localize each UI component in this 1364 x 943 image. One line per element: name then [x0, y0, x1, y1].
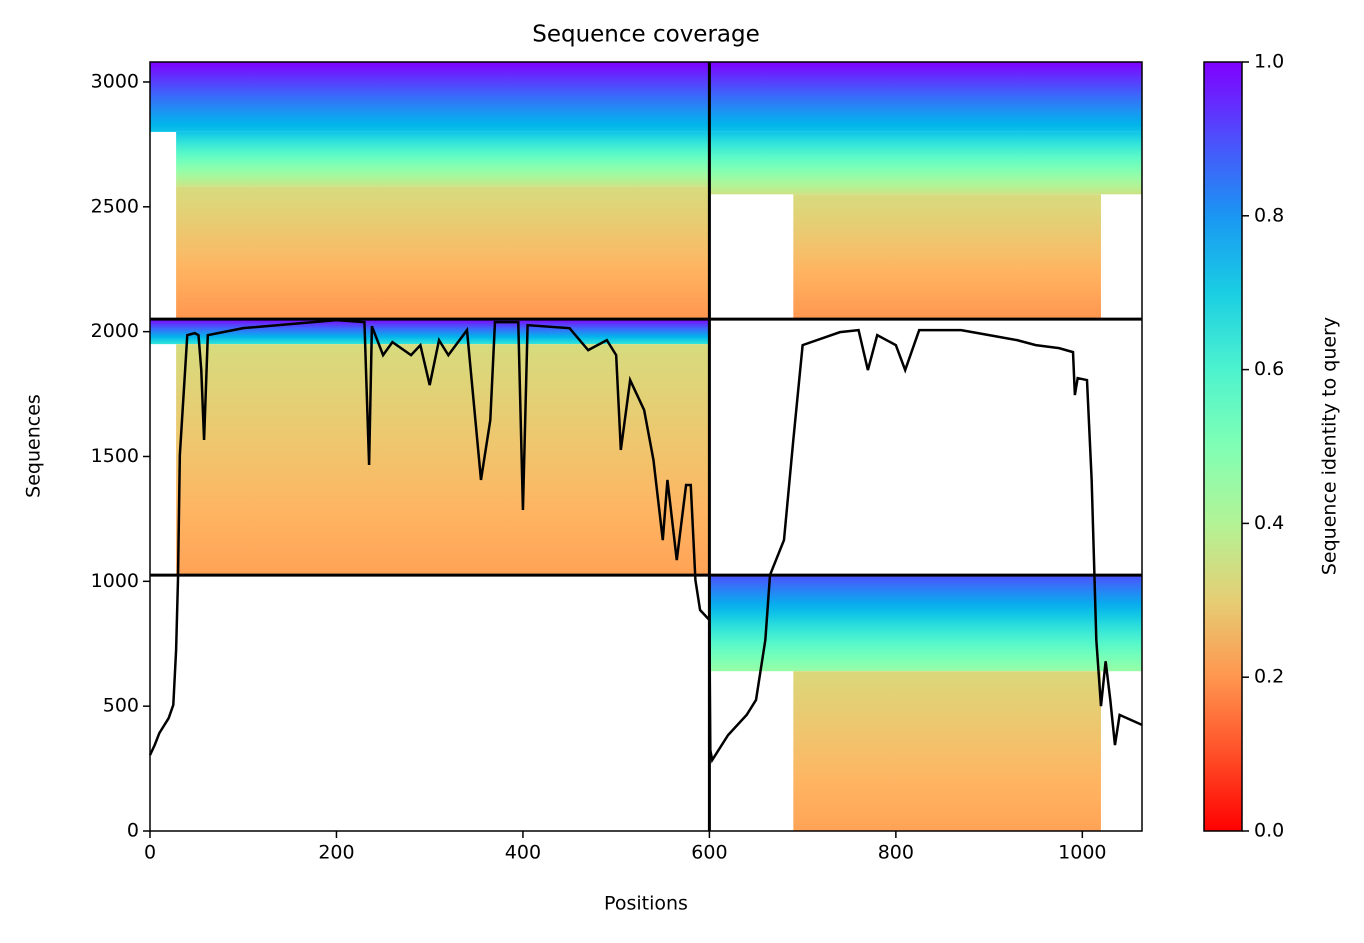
- colorbar-tick-label: 0.8: [1254, 204, 1284, 226]
- colorbar-tick-label: 0.0: [1254, 820, 1284, 842]
- msa-block: [709, 131, 1142, 195]
- colorbar-tick-label: 0.6: [1254, 358, 1284, 380]
- y-tick-label: 0: [127, 820, 139, 842]
- colorbar-tick-label: 1.0: [1254, 51, 1284, 73]
- msa-block: [793, 194, 1101, 320]
- y-tick-label: 3000: [91, 70, 139, 92]
- coverage-line: [148, 318, 1143, 764]
- x-axis-label: Positions: [604, 893, 688, 915]
- colorbar-label: Sequence identity to query: [1319, 317, 1341, 575]
- y-tick-label: 2000: [91, 320, 139, 342]
- y-tick-label: 1500: [91, 445, 139, 467]
- colorbar-tick-label: 0.4: [1254, 512, 1284, 534]
- y-tick-label: 500: [103, 695, 139, 717]
- chart-title: Sequence coverage: [532, 22, 760, 48]
- x-tick-label: 0: [144, 842, 156, 864]
- msa-block: [176, 131, 710, 187]
- x-tick-label: 600: [691, 842, 727, 864]
- plot-frame: [149, 61, 1143, 832]
- msa-block: [176, 344, 710, 576]
- msa-block: [709, 575, 1142, 672]
- colorbar-tick-label: 0.2: [1254, 666, 1284, 688]
- msa-block: [176, 186, 710, 320]
- msa-block: [150, 319, 710, 345]
- y-tick-label: 1000: [91, 570, 139, 592]
- colorbar: [1203, 61, 1243, 832]
- x-tick-label: 800: [878, 842, 914, 864]
- x-tick-label: 200: [318, 842, 354, 864]
- msa-block: [150, 62, 1142, 132]
- y-tick-label: 2500: [91, 195, 139, 217]
- x-tick-label: 1000: [1058, 842, 1106, 864]
- x-tick-label: 400: [505, 842, 541, 864]
- y-axis-label: Sequences: [23, 394, 45, 498]
- msa-block: [793, 671, 1101, 831]
